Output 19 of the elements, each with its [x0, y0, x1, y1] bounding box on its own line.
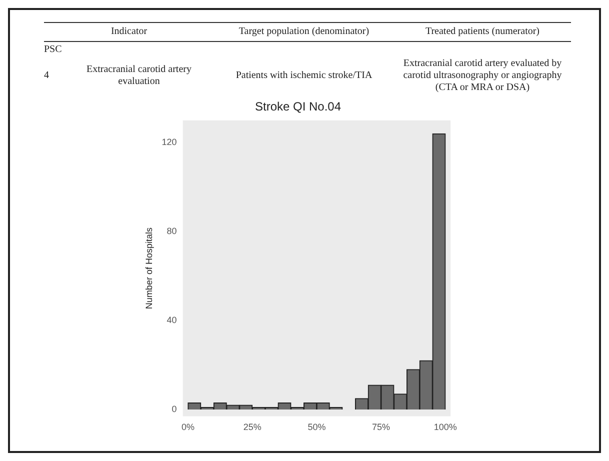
chart-title: Stroke QI No.04 — [254, 100, 342, 114]
text: Indicator — [110, 26, 148, 38]
text: PSC — [44, 44, 63, 56]
x-tick-label: 25% — [243, 422, 262, 432]
text: 4 — [44, 70, 50, 82]
y-axis-title: Number of Hospitals — [144, 227, 154, 310]
x-tick-label: 50% — [308, 422, 326, 432]
x-tick-label: 100% — [434, 422, 457, 432]
x-tick-label: 0% — [181, 422, 194, 432]
y-tick-label: 120 — [162, 137, 177, 148]
text: Extracranial carotid artery evaluated by carotid ultrasonography or angiography (CTA or MRA or DSA) — [402, 58, 563, 94]
text: Treated patients (numerator) — [424, 26, 541, 38]
text: Patients with ischemic stroke/TIA — [234, 70, 374, 82]
y-tick-label: 0 — [172, 404, 177, 414]
y-tick-label: 40 — [166, 315, 177, 326]
x-tick-label: 75% — [372, 422, 390, 432]
text: Target population (denominator) — [238, 26, 370, 38]
text: Extracranial carotid artery evaluation — [86, 64, 192, 88]
y-tick-label: 80 — [166, 226, 177, 236]
